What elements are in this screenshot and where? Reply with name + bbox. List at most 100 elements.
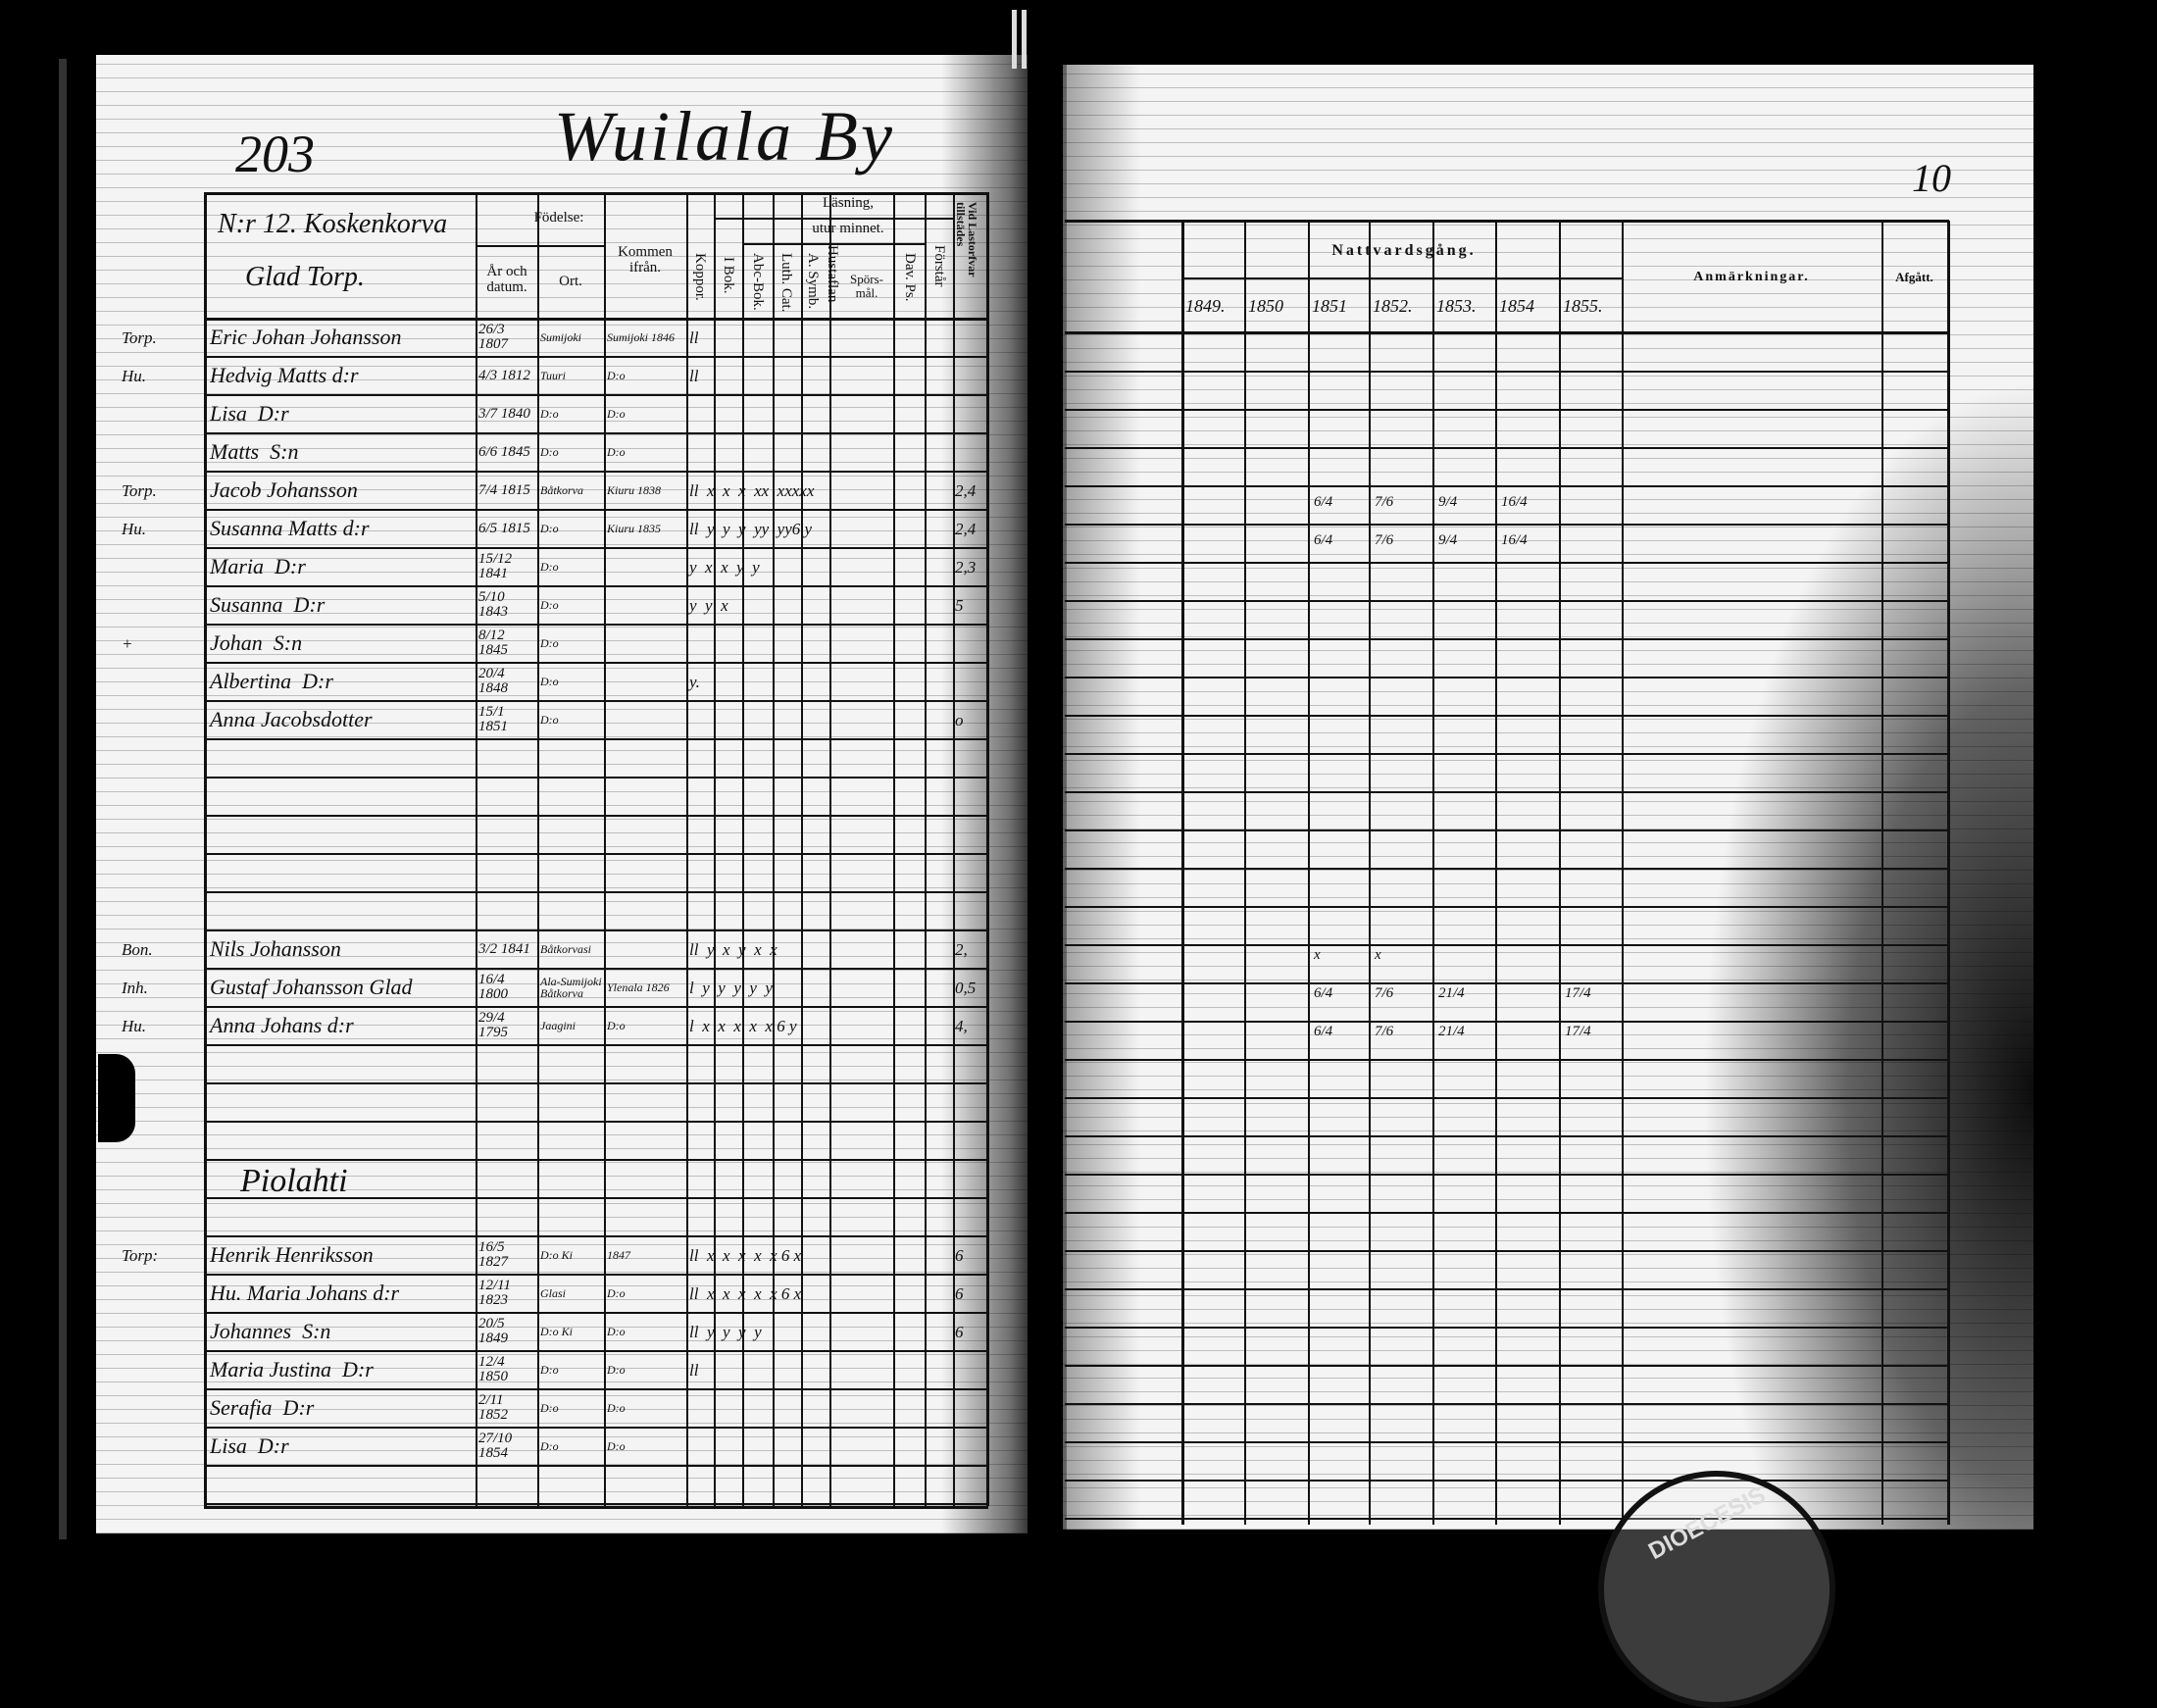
entry-came-from bbox=[607, 664, 684, 699]
row-line bbox=[1065, 1174, 1949, 1176]
entry-margin-note bbox=[122, 1314, 200, 1349]
entry-birth-place: Glasi bbox=[540, 1286, 567, 1300]
entry-birth-place: Båtkorva bbox=[540, 483, 583, 497]
row-line bbox=[1065, 944, 1949, 946]
communion-mark: 9/4 bbox=[1438, 493, 1458, 510]
entry-margin-note: + bbox=[122, 633, 133, 653]
entry-birth-place: D:o bbox=[540, 445, 559, 459]
row-line bbox=[204, 585, 988, 587]
entry-name: Hedvig Matts d:r bbox=[210, 363, 359, 387]
header-top-line bbox=[1065, 220, 1949, 223]
entry-reading-marks: ll bbox=[689, 366, 699, 385]
entry-note bbox=[955, 1352, 985, 1387]
homestead-name: N:r 12. Koskenkorva bbox=[218, 209, 448, 239]
entry-note bbox=[955, 358, 985, 393]
book-gutter bbox=[941, 55, 1067, 1533]
entry-reading-marks: ll bbox=[689, 327, 699, 347]
row-line bbox=[1065, 485, 1949, 487]
entry-birth-date: 8/12 1845 bbox=[478, 628, 508, 658]
entry-birth-place: Sumijoki bbox=[540, 330, 581, 344]
entry-note: 2,3 bbox=[955, 557, 977, 577]
row-line bbox=[204, 1312, 988, 1314]
row-line bbox=[204, 1350, 988, 1352]
entry-name: Albertina D:r bbox=[210, 669, 333, 693]
row-line bbox=[204, 1503, 988, 1505]
entry-birth-date: 6/5 1815 bbox=[478, 520, 530, 536]
entry-note: 2,4 bbox=[955, 480, 977, 500]
communion-mark: 9/4 bbox=[1438, 531, 1458, 548]
communion-mark: 17/4 bbox=[1565, 984, 1591, 1001]
column-line bbox=[773, 192, 775, 1506]
entry-came-from bbox=[607, 587, 684, 623]
row-line bbox=[1065, 715, 1949, 717]
entry-birth-place: D:o bbox=[540, 1363, 559, 1377]
row-line bbox=[204, 1082, 988, 1084]
entry-birth-date: 29/4 1795 bbox=[478, 1010, 508, 1040]
subheader-line bbox=[476, 245, 604, 247]
row-line bbox=[1065, 1288, 1949, 1290]
header-top-line bbox=[204, 192, 988, 195]
row-line bbox=[204, 509, 988, 511]
entry-came-from: Ylenala 1826 bbox=[607, 980, 670, 994]
year-header: 1849. bbox=[1185, 296, 1226, 316]
book-binding bbox=[59, 59, 67, 1539]
communion-mark: 16/4 bbox=[1501, 531, 1528, 548]
entry-birth-place: Tuuri bbox=[540, 369, 567, 382]
entry-name: Susanna D:r bbox=[210, 592, 326, 617]
column-line bbox=[742, 192, 744, 1506]
entry-birth-place: D:o bbox=[540, 407, 559, 421]
entry-reading-marks bbox=[689, 434, 923, 470]
entry-came-from: D:o bbox=[607, 445, 626, 459]
entry-name: Johan S:n bbox=[210, 630, 303, 655]
communion-mark: 17/4 bbox=[1565, 1023, 1591, 1039]
entry-came-from: D:o bbox=[607, 1325, 626, 1338]
row-line bbox=[1065, 1518, 1949, 1520]
year-header: 1851 bbox=[1312, 296, 1347, 316]
entry-margin-note bbox=[122, 1429, 200, 1464]
entry-name: Serafia D:r bbox=[210, 1395, 315, 1420]
entry-came-from: D:o bbox=[607, 1401, 626, 1415]
subheader-line bbox=[742, 243, 925, 245]
row-line bbox=[1065, 1441, 1949, 1443]
entry-birth-date: 4/3 1812 bbox=[478, 367, 530, 383]
entry-margin-note bbox=[122, 434, 200, 470]
communion-mark: x bbox=[1314, 946, 1321, 963]
header-utur-minnet: utur minnet. bbox=[812, 221, 884, 236]
entry-reading-marks: ll x x x x x 6 x bbox=[689, 1245, 802, 1265]
year-header: 1853. bbox=[1436, 296, 1477, 316]
entry-birth-place: D:o bbox=[540, 713, 559, 727]
column-line bbox=[537, 192, 539, 1506]
entry-birth-date: 2/11 1852 bbox=[478, 1392, 508, 1423]
row-line bbox=[204, 624, 988, 626]
header-dav-ps: Dav. Ps. bbox=[901, 253, 918, 302]
entry-birth-date: 5/10 1843 bbox=[478, 589, 508, 620]
entry-note: 6 bbox=[955, 1283, 964, 1303]
entry-reading-marks bbox=[689, 626, 923, 661]
right-page-number: 10 bbox=[1912, 156, 1951, 200]
entry-came-from: D:o bbox=[607, 1286, 626, 1300]
entry-reading-marks: y y x bbox=[689, 595, 728, 615]
column-line bbox=[714, 192, 716, 1506]
entry-name: Susanna Matts d:r bbox=[210, 516, 370, 540]
entry-birth-date: 15/12 1841 bbox=[478, 551, 513, 581]
header-kommen: Kommen ifrån. bbox=[618, 244, 673, 276]
entry-came-from: D:o bbox=[607, 369, 626, 382]
entry-birth-date: 26/3 1807 bbox=[478, 322, 508, 352]
communion-mark: 16/4 bbox=[1501, 493, 1528, 510]
entry-name: Lisa D:r bbox=[210, 1433, 289, 1458]
entry-reading-marks: ll y y y yy yy6 y bbox=[689, 519, 813, 538]
entry-came-from bbox=[607, 702, 684, 737]
entry-came-from: Kiuru 1835 bbox=[607, 522, 662, 535]
entry-note bbox=[955, 434, 985, 470]
row-line bbox=[1065, 906, 1949, 908]
entry-margin-note bbox=[122, 1390, 200, 1426]
entry-note: 4, bbox=[955, 1016, 968, 1035]
entry-name: Nils Johansson bbox=[210, 936, 341, 961]
entry-birth-place: D:o bbox=[540, 522, 559, 535]
entry-name: Hu. Maria Johans d:r bbox=[210, 1281, 400, 1305]
entry-note bbox=[955, 396, 985, 431]
entry-birth-date: 27/10 1854 bbox=[478, 1431, 513, 1461]
row-line bbox=[204, 968, 988, 970]
entry-came-from: D:o bbox=[607, 1019, 626, 1032]
row-line bbox=[204, 700, 988, 702]
